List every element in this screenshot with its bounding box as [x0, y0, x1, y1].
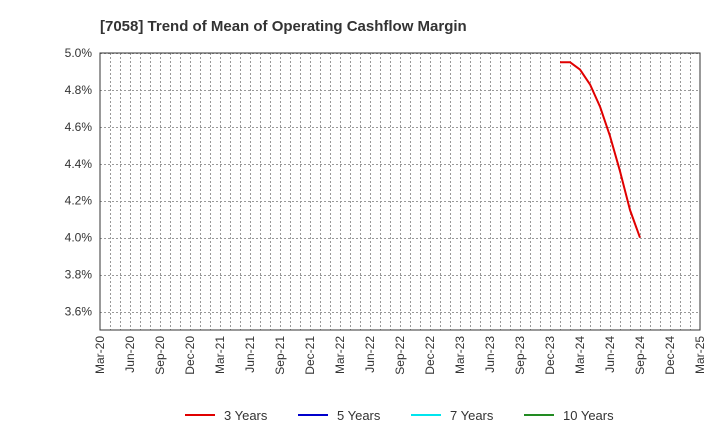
x-tick-label: Sep-22 [393, 336, 407, 375]
x-tick-label: Sep-20 [153, 336, 167, 375]
y-tick-label: 4.2% [65, 194, 93, 208]
x-tick-label: Mar-25 [693, 336, 707, 374]
legend-label: 3 Years [224, 408, 268, 423]
x-tick-label: Jun-20 [123, 336, 137, 373]
x-tick-label: Dec-23 [543, 336, 557, 375]
y-tick-label: 3.8% [65, 268, 93, 282]
x-tick-label: Sep-23 [513, 336, 527, 375]
y-tick-label: 4.8% [65, 83, 93, 97]
y-tick-label: 4.4% [65, 157, 93, 171]
y-tick-label: 3.6% [65, 305, 93, 319]
grid [100, 53, 700, 330]
x-tick-label: Mar-21 [213, 336, 227, 374]
y-tick-label: 5.0% [65, 46, 93, 60]
x-tick-label: Mar-24 [573, 336, 587, 374]
x-tick-label: Dec-20 [183, 336, 197, 375]
y-axis-labels: 5.0% 4.8% 4.6% 4.4% 4.2% 4.0% 3.8% 3.6% [65, 46, 93, 319]
x-tick-label: Jun-21 [243, 336, 257, 373]
x-tick-label: Dec-21 [303, 336, 317, 375]
chart-title: [7058] Trend of Mean of Operating Cashfl… [100, 18, 467, 35]
x-tick-label: Mar-20 [93, 336, 107, 374]
series-lines [560, 61, 641, 239]
series-line-3-years [560, 61, 641, 239]
x-tick-label: Mar-22 [333, 336, 347, 374]
x-tick-label: Dec-24 [663, 336, 677, 375]
x-tick-label: Jun-22 [363, 336, 377, 373]
legend-label: 10 Years [563, 408, 614, 423]
legend: 3 Years 5 Years 7 Years 10 Years [185, 408, 614, 423]
x-tick-label: Sep-24 [633, 336, 647, 375]
x-axis-labels: Mar-20 Jun-20 Sep-20 Dec-20 Mar-21 Jun-21 Sep-… [93, 336, 707, 375]
x-tick-label: Jun-23 [483, 336, 497, 373]
x-tick-label: Sep-21 [273, 336, 287, 375]
legend-label: 7 Years [450, 408, 494, 423]
plot-frame [99, 52, 701, 331]
x-tick-label: Mar-23 [453, 336, 467, 374]
x-tick-label: Jun-24 [603, 336, 617, 373]
legend-label: 5 Years [337, 408, 381, 423]
y-tick-label: 4.0% [65, 231, 93, 245]
y-tick-label: 4.6% [65, 120, 93, 134]
x-tick-label: Dec-22 [423, 336, 437, 375]
